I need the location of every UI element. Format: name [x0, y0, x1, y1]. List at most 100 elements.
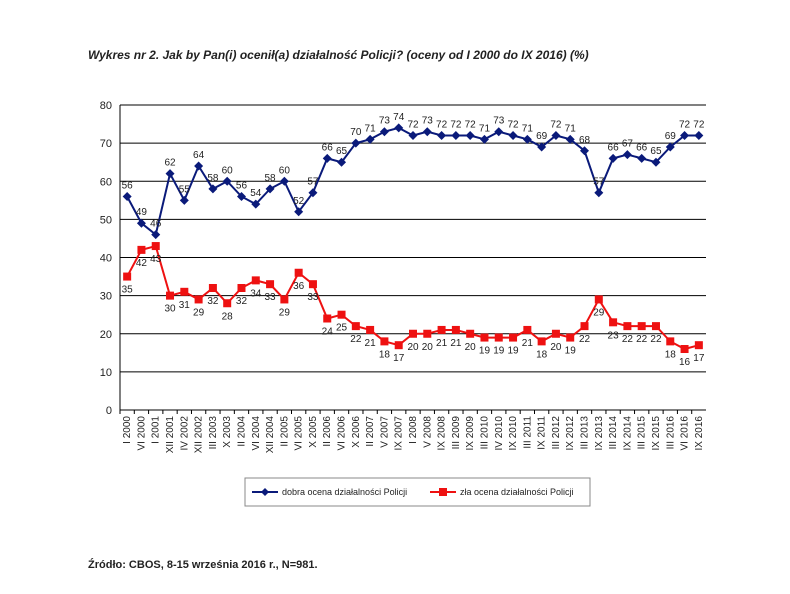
data-label: 21 — [436, 338, 448, 349]
marker — [408, 131, 418, 140]
marker — [208, 184, 218, 194]
marker — [237, 284, 246, 292]
marker — [323, 314, 332, 323]
data-label: 43 — [150, 254, 162, 265]
x-tick-label: XII 2001 — [165, 416, 176, 454]
data-label: 72 — [436, 120, 448, 131]
marker — [351, 138, 361, 148]
data-label: 20 — [407, 342, 419, 353]
x-tick-label: IX 2007 — [394, 416, 405, 451]
x-tick-label: II 2005 — [279, 416, 290, 447]
data-label: 58 — [207, 173, 219, 184]
marker — [337, 157, 347, 167]
data-label: 66 — [322, 142, 334, 153]
marker — [651, 322, 660, 331]
data-label: 69 — [536, 131, 548, 142]
marker — [136, 218, 146, 228]
data-label: 32 — [207, 296, 219, 307]
marker — [551, 131, 561, 140]
marker — [623, 322, 632, 331]
x-tick-label: III 2003 — [208, 416, 219, 450]
data-label: 21 — [450, 338, 462, 349]
marker — [265, 184, 275, 194]
legend-marker — [439, 488, 447, 496]
marker — [580, 322, 589, 331]
y-tick-label: 10 — [100, 367, 112, 379]
source: Źródło: CBOS, 8-15 września 2016 r., N=9… — [88, 558, 318, 571]
x-tick-label: III 2009 — [451, 416, 462, 450]
marker — [437, 325, 446, 334]
data-label: 18 — [536, 349, 548, 360]
y-tick-label: 30 — [100, 291, 112, 303]
data-label: 20 — [550, 342, 562, 353]
data-label: 30 — [164, 304, 176, 315]
data-label: 57 — [593, 177, 605, 188]
x-tick-label: XII 2004 — [265, 416, 276, 454]
x-tick-label: X 2006 — [351, 416, 362, 448]
x-tick-label: II 2004 — [236, 416, 247, 447]
data-label: 19 — [479, 346, 491, 357]
data-label: 17 — [693, 353, 705, 364]
data-label: 19 — [507, 346, 519, 357]
data-label: 73 — [422, 116, 434, 127]
x-tick-label: II 2007 — [365, 416, 376, 447]
x-tick-label: III 2013 — [580, 416, 591, 450]
marker — [637, 322, 646, 331]
marker — [494, 333, 503, 342]
marker — [194, 295, 203, 304]
data-label: 20 — [422, 342, 434, 353]
marker — [222, 176, 232, 186]
data-label: 71 — [565, 123, 577, 134]
x-tick-label: IV 2010 — [494, 416, 505, 451]
marker — [622, 150, 632, 160]
x-tick-label: IX 2013 — [594, 416, 605, 451]
marker — [523, 325, 532, 334]
x-tick-label: III 2011 — [522, 416, 533, 449]
marker — [365, 134, 375, 144]
data-label: 22 — [622, 334, 634, 345]
data-label: 72 — [693, 120, 705, 131]
data-label: 66 — [608, 142, 620, 153]
marker — [566, 333, 575, 342]
data-label: 72 — [679, 120, 691, 131]
marker — [694, 131, 704, 140]
data-label: 29 — [279, 307, 291, 318]
x-tick-label: VI 2000 — [136, 416, 147, 451]
marker — [437, 131, 447, 140]
data-label: 67 — [622, 139, 634, 150]
marker — [280, 295, 289, 304]
data-label: 58 — [265, 173, 277, 184]
data-label: 73 — [379, 116, 391, 127]
data-label: 71 — [479, 123, 491, 134]
marker — [465, 131, 475, 140]
marker — [179, 195, 189, 205]
data-label: 56 — [122, 181, 134, 192]
x-tick-label: III 2014 — [608, 416, 619, 450]
x-tick-label: VI 2006 — [337, 416, 348, 451]
marker — [322, 153, 332, 163]
marker — [151, 242, 160, 251]
y-tick-label: 20 — [100, 329, 112, 341]
marker — [665, 142, 675, 152]
data-label: 72 — [507, 120, 519, 131]
data-label: 22 — [579, 334, 591, 345]
marker — [694, 341, 703, 350]
data-label: 33 — [265, 292, 277, 303]
marker — [279, 176, 289, 186]
marker — [223, 299, 232, 308]
data-label: 65 — [650, 146, 662, 157]
data-label: 72 — [465, 120, 477, 131]
marker — [151, 230, 161, 240]
data-label: 24 — [322, 327, 334, 338]
data-label: 28 — [222, 311, 234, 322]
data-label: 31 — [179, 300, 191, 311]
y-tick-label: 60 — [100, 176, 112, 188]
marker — [308, 188, 318, 198]
marker — [594, 188, 604, 198]
marker — [423, 329, 432, 338]
legend-marker — [261, 488, 269, 496]
marker — [537, 142, 547, 152]
x-tick-label: III 2015 — [637, 416, 648, 450]
data-label: 65 — [336, 146, 348, 157]
